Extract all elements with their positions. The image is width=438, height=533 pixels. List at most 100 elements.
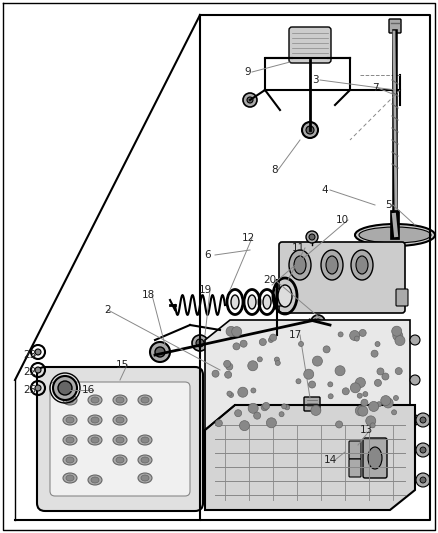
Ellipse shape	[355, 224, 435, 246]
Circle shape	[150, 342, 170, 362]
Ellipse shape	[63, 395, 77, 405]
Text: 23: 23	[23, 350, 37, 360]
Text: 2: 2	[105, 305, 111, 315]
Circle shape	[282, 404, 286, 409]
Ellipse shape	[63, 435, 77, 445]
Circle shape	[369, 401, 379, 411]
Circle shape	[225, 371, 232, 378]
Ellipse shape	[88, 475, 102, 485]
FancyBboxPatch shape	[50, 382, 190, 496]
Ellipse shape	[294, 256, 306, 274]
Circle shape	[350, 383, 360, 393]
Ellipse shape	[141, 437, 149, 443]
Ellipse shape	[138, 435, 152, 445]
Circle shape	[355, 406, 365, 416]
Circle shape	[309, 381, 315, 388]
Ellipse shape	[66, 475, 74, 481]
Circle shape	[229, 392, 233, 398]
Ellipse shape	[263, 295, 271, 309]
Ellipse shape	[63, 455, 77, 465]
Circle shape	[350, 330, 360, 341]
Text: 25: 25	[23, 385, 37, 395]
Circle shape	[296, 379, 301, 384]
Ellipse shape	[368, 447, 382, 469]
Circle shape	[247, 97, 253, 103]
Circle shape	[342, 388, 349, 395]
Circle shape	[328, 382, 333, 387]
Text: 18: 18	[141, 290, 155, 300]
Ellipse shape	[138, 473, 152, 483]
Circle shape	[371, 350, 378, 357]
Circle shape	[35, 385, 41, 391]
Ellipse shape	[278, 285, 292, 307]
FancyBboxPatch shape	[363, 438, 387, 478]
Circle shape	[240, 340, 247, 347]
Ellipse shape	[116, 457, 124, 463]
Ellipse shape	[248, 295, 256, 309]
Circle shape	[377, 368, 384, 375]
Ellipse shape	[66, 417, 74, 423]
Text: 14: 14	[323, 455, 337, 465]
Circle shape	[226, 363, 233, 370]
Circle shape	[254, 412, 261, 419]
Circle shape	[270, 334, 277, 341]
Circle shape	[192, 335, 208, 351]
Ellipse shape	[66, 397, 74, 403]
Text: 7: 7	[372, 83, 378, 93]
Circle shape	[155, 347, 165, 357]
FancyBboxPatch shape	[349, 441, 361, 459]
Circle shape	[315, 319, 321, 325]
FancyBboxPatch shape	[276, 289, 288, 306]
Circle shape	[285, 405, 290, 410]
Circle shape	[312, 356, 322, 366]
Ellipse shape	[88, 395, 102, 405]
Ellipse shape	[321, 250, 343, 280]
Circle shape	[279, 411, 284, 417]
Ellipse shape	[141, 475, 149, 481]
Circle shape	[359, 329, 366, 336]
Ellipse shape	[141, 397, 149, 403]
Circle shape	[261, 404, 268, 411]
Circle shape	[392, 410, 396, 415]
FancyBboxPatch shape	[304, 397, 320, 411]
Ellipse shape	[351, 250, 373, 280]
Circle shape	[224, 360, 231, 367]
Circle shape	[375, 342, 380, 346]
Circle shape	[328, 394, 333, 399]
Circle shape	[232, 327, 242, 337]
Circle shape	[304, 369, 314, 379]
Ellipse shape	[113, 435, 127, 445]
Circle shape	[395, 368, 402, 375]
Text: 19: 19	[198, 285, 212, 295]
Circle shape	[306, 231, 318, 243]
Circle shape	[363, 392, 368, 397]
Ellipse shape	[141, 457, 149, 463]
Circle shape	[323, 346, 330, 353]
Circle shape	[309, 234, 315, 240]
Ellipse shape	[326, 256, 338, 274]
Circle shape	[393, 330, 403, 341]
Text: 9: 9	[245, 67, 251, 77]
Circle shape	[268, 337, 273, 343]
Ellipse shape	[63, 415, 77, 425]
Circle shape	[366, 416, 376, 426]
Ellipse shape	[138, 395, 152, 405]
Text: 3: 3	[312, 75, 318, 85]
Circle shape	[383, 398, 393, 408]
Ellipse shape	[91, 417, 99, 423]
Circle shape	[420, 477, 426, 483]
Text: 20: 20	[263, 275, 276, 285]
Circle shape	[299, 342, 304, 346]
Text: 15: 15	[115, 360, 129, 370]
Circle shape	[248, 361, 258, 371]
Text: 11: 11	[291, 243, 304, 253]
FancyBboxPatch shape	[37, 367, 203, 511]
Circle shape	[263, 402, 270, 409]
Ellipse shape	[63, 473, 77, 483]
Text: 4: 4	[321, 185, 328, 195]
Circle shape	[416, 413, 430, 427]
Circle shape	[53, 376, 77, 400]
Ellipse shape	[359, 227, 431, 243]
Ellipse shape	[113, 415, 127, 425]
Circle shape	[420, 417, 426, 423]
